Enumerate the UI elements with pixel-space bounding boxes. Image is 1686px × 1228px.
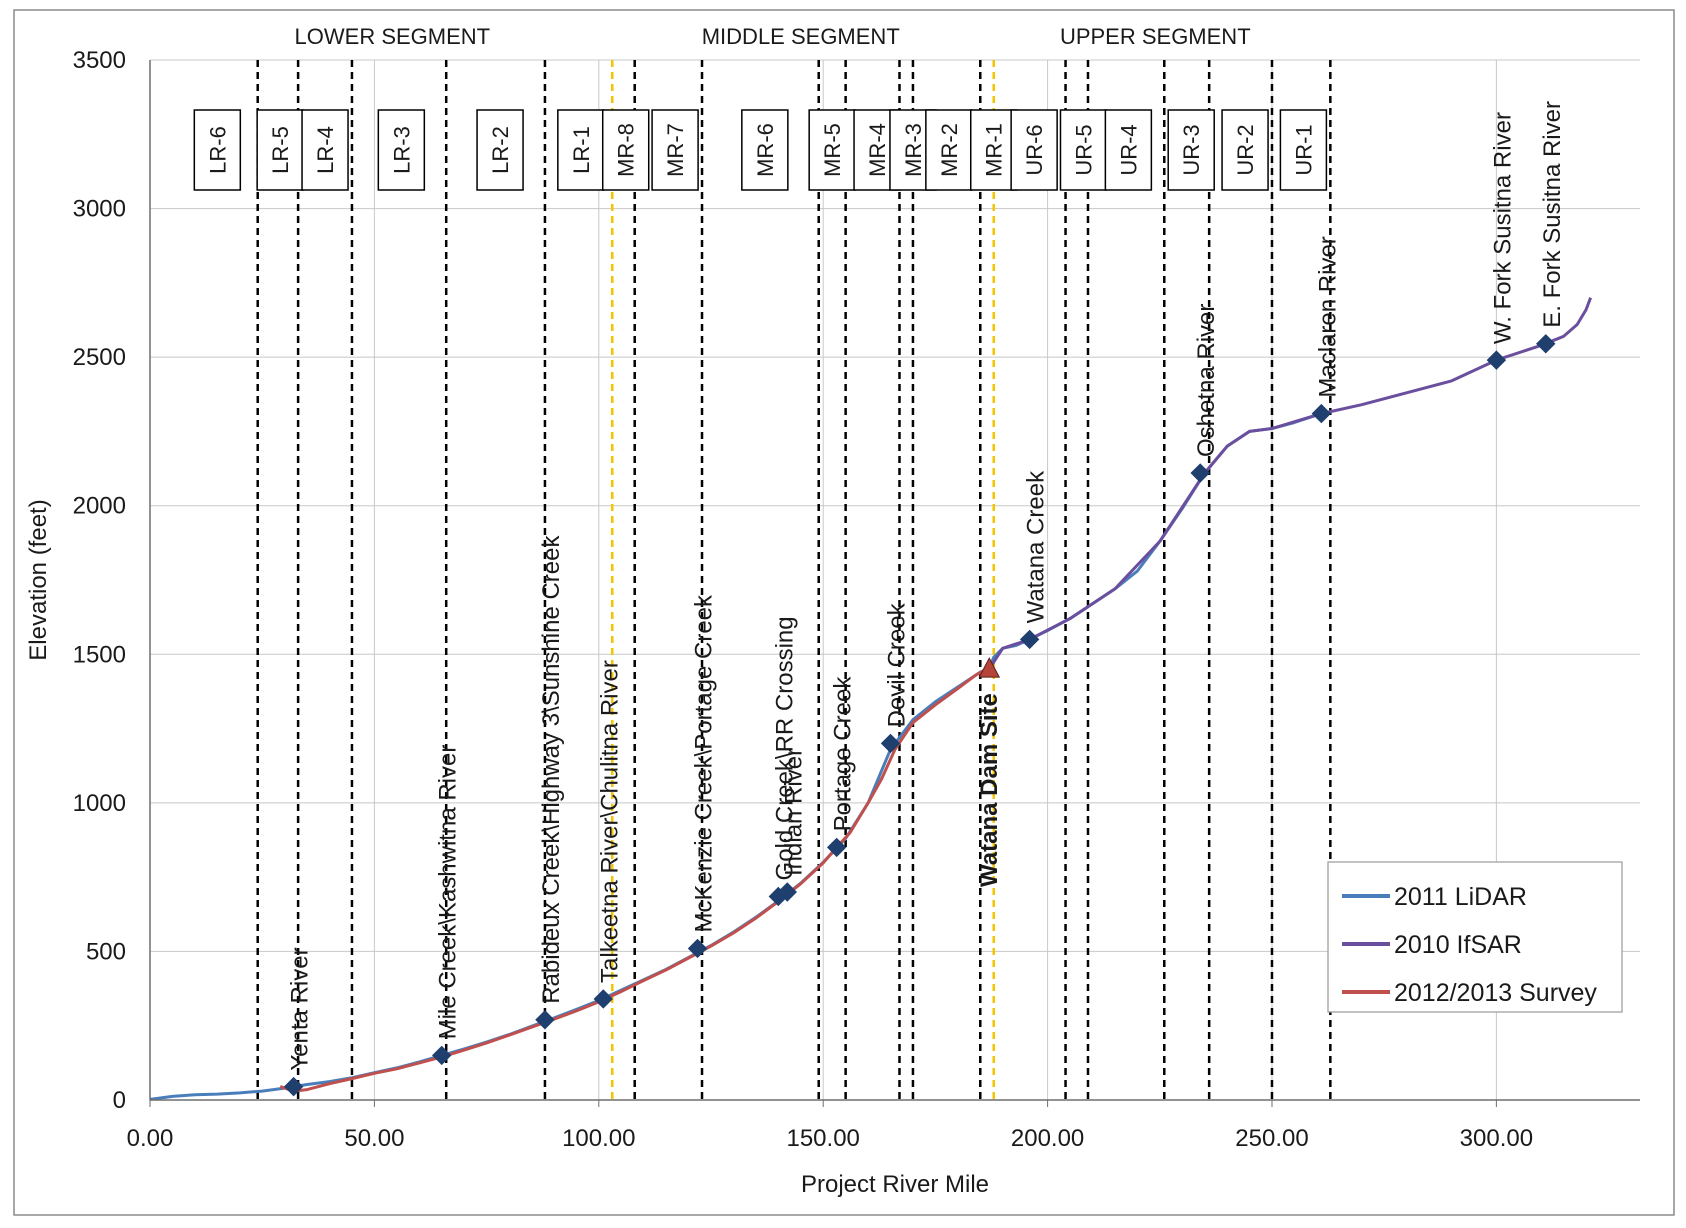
- location-marker: [1190, 463, 1210, 483]
- reach-label-box: [1010, 109, 1058, 191]
- dam-site-marker: [978, 657, 1001, 678]
- reach-label: UR-4: [1116, 124, 1141, 175]
- location-label: Yenta River: [287, 947, 314, 1070]
- y-tick-label: 500: [86, 938, 126, 965]
- location-marker: [535, 1010, 555, 1030]
- reach-label: MR-4: [865, 123, 890, 177]
- legend-entry: 2010 IfSAR: [1394, 931, 1522, 959]
- series-line-2012-2013-survey: [279, 666, 990, 1093]
- location-marker: [1019, 629, 1040, 650]
- y-axis-label: Elevation (feet): [25, 499, 52, 660]
- location-marker: [826, 837, 847, 858]
- reach-label: UR-2: [1233, 124, 1258, 175]
- reach-label-box: [557, 109, 605, 191]
- reach-label: LR-6: [205, 126, 230, 174]
- y-tick-label: 2500: [73, 344, 126, 371]
- series-line-2010-ifsar: [987, 297, 1593, 670]
- reach-label-box: [1104, 109, 1153, 191]
- x-tick-label: 0.00: [127, 1125, 174, 1152]
- location-label: Watana Creek: [1023, 470, 1050, 624]
- reach-label: MR-6: [753, 123, 778, 177]
- location-label: Talkeetna River\Chulitna River: [596, 660, 623, 983]
- y-tick-label: 3500: [73, 47, 126, 74]
- reach-label-box: [193, 109, 242, 191]
- y-tick-label: 2000: [73, 493, 126, 520]
- location-label: Maclaren River: [1314, 236, 1341, 397]
- dam-site-label: Watana Dam Site: [976, 693, 1003, 887]
- reach-label-box: [301, 109, 349, 191]
- reach-label: UR-3: [1179, 124, 1204, 175]
- reach-label-box: [1279, 109, 1328, 191]
- location-marker: [777, 882, 797, 902]
- location-label: Oshetna River: [1193, 304, 1220, 457]
- location-marker: [687, 938, 708, 959]
- chart-area-border: [13, 9, 1675, 1216]
- x-tick-label: 200.00: [1011, 1125, 1084, 1152]
- location-label: Indian River: [780, 748, 807, 876]
- reach-label: MR-1: [982, 123, 1007, 177]
- location-marker: [880, 733, 901, 754]
- reach-label: LR-1: [569, 126, 594, 174]
- reach-label: UR-5: [1071, 124, 1096, 175]
- location-marker: [432, 1045, 452, 1066]
- x-axis-label: Project River Mile: [801, 1171, 989, 1198]
- reach-label: MR-2: [937, 123, 962, 177]
- reach-label: LR-2: [488, 126, 513, 174]
- location-label: Devil Creek: [884, 602, 911, 727]
- x-tick-label: 250.00: [1235, 1125, 1308, 1152]
- reach-label-box: [476, 109, 524, 191]
- reach-label-box: [256, 109, 304, 191]
- reach-label-box: [601, 109, 650, 191]
- reach-label-box: [1167, 109, 1215, 191]
- reach-label: MR-5: [820, 123, 845, 177]
- reach-label: LR-5: [268, 126, 293, 174]
- x-tick-label: 100.00: [562, 1125, 635, 1152]
- location-label: E. Fork Susitna River: [1539, 101, 1566, 328]
- legend-entry: 2012/2013 Survey: [1394, 979, 1597, 1007]
- location-marker: [593, 989, 613, 1009]
- reach-label-box: [808, 109, 856, 191]
- segment-label: UPPER SEGMENT: [1060, 24, 1251, 49]
- location-label: Portage Creek: [830, 676, 857, 832]
- legend-box: [1327, 861, 1623, 1013]
- x-tick-label: 300.00: [1460, 1125, 1533, 1152]
- reach-label: UR-6: [1022, 124, 1047, 175]
- reach-label: UR-1: [1291, 124, 1316, 175]
- location-label: Gold Creek\RR Crossing: [771, 616, 798, 880]
- reach-label-box: [1059, 109, 1108, 191]
- reach-label: LR-4: [313, 126, 338, 174]
- reach-label: LR-3: [389, 126, 414, 174]
- y-tick-label: 1500: [73, 641, 126, 668]
- reach-label-box: [377, 109, 426, 191]
- location-marker: [1311, 403, 1332, 424]
- location-label: McKenzie Creek\Portage Creek: [691, 594, 718, 932]
- location-marker: [1486, 350, 1507, 370]
- location-marker: [1536, 334, 1556, 354]
- y-tick-label: 1000: [73, 790, 126, 817]
- reach-label-box: [969, 109, 1018, 191]
- y-tick-label: 3000: [73, 196, 126, 223]
- reach-label: MR-8: [614, 123, 639, 177]
- segment-label: MIDDLE SEGMENT: [702, 24, 900, 49]
- reach-label-box: [1221, 109, 1269, 191]
- y-tick-label: 0: [113, 1087, 126, 1114]
- x-tick-label: 150.00: [786, 1125, 859, 1152]
- location-marker: [283, 1076, 304, 1097]
- location-label: Mile Creek\Kashwitna River: [435, 745, 462, 1040]
- location-label: W. Fork Susitna River: [1489, 112, 1516, 344]
- x-tick-label: 50.00: [344, 1125, 404, 1152]
- location-label: Rabideux Creek\Highway 3\Sunshine Creek: [538, 535, 565, 1004]
- legend-entry: 2011 LiDAR: [1394, 883, 1527, 911]
- reach-label: MR-3: [901, 123, 926, 177]
- reach-label-box: [741, 109, 789, 191]
- segment-label: LOWER SEGMENT: [295, 24, 491, 49]
- reach-label: MR-7: [663, 123, 688, 177]
- reach-label-box: [651, 109, 699, 191]
